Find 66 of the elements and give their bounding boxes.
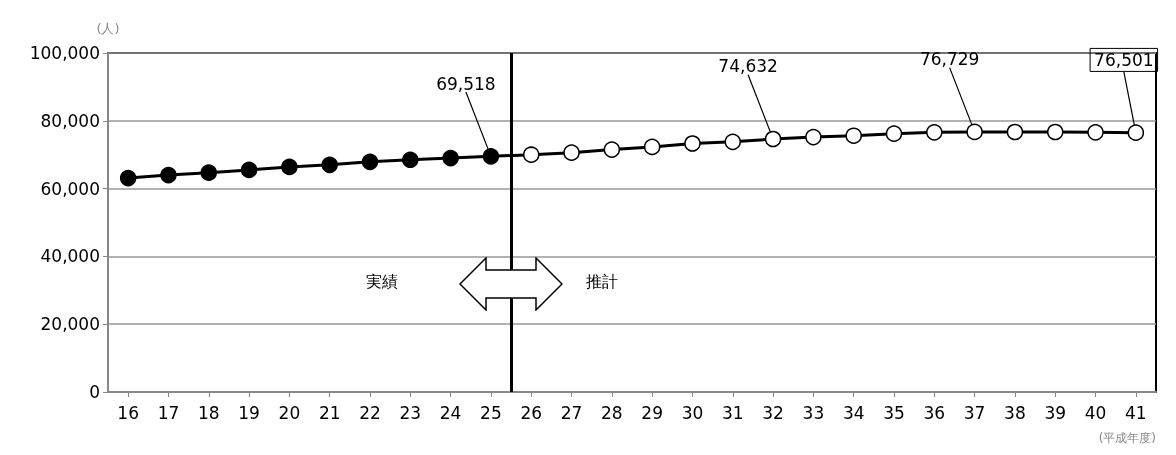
- y-tick-label: 40,000: [40, 246, 100, 267]
- point: [482, 148, 500, 165]
- point: [200, 164, 218, 181]
- point: [402, 151, 419, 169]
- x-tick-label: 29: [641, 402, 663, 423]
- y-tick-label: 0: [89, 382, 100, 402]
- data-label: 69,518: [436, 73, 496, 94]
- point: [119, 169, 137, 187]
- point: [240, 161, 258, 179]
- x-tick-label: 36: [923, 402, 946, 423]
- point: [321, 156, 338, 174]
- x-tick-label: 33: [802, 402, 825, 423]
- point: [643, 138, 661, 156]
- point: [160, 166, 177, 184]
- x-axis-title: (平成年度): [1098, 431, 1156, 445]
- point: [442, 149, 459, 167]
- x-tick-label: 28: [601, 402, 623, 423]
- point: [1087, 124, 1104, 141]
- x-tick-label: 17: [157, 402, 180, 423]
- y-tick-label: 60,000: [40, 178, 100, 199]
- x-tick-label: 16: [117, 402, 139, 423]
- point: [1006, 123, 1024, 141]
- x-tick-label: 31: [721, 402, 744, 423]
- y-tick-label: 20,000: [40, 314, 100, 335]
- x-tick-label: 20: [278, 402, 301, 423]
- data-label: 76,729: [919, 49, 980, 70]
- y-axis-title: (人): [96, 21, 120, 36]
- point: [281, 158, 298, 176]
- annotation: 実績: [366, 272, 399, 292]
- data-label: 74,632: [718, 56, 778, 77]
- x-tick-label: 41: [1125, 402, 1147, 423]
- point: [885, 125, 903, 142]
- point: [845, 127, 862, 144]
- point: [361, 153, 379, 171]
- x-tick-label: 32: [762, 402, 784, 423]
- x-tick-label: 18: [197, 402, 220, 423]
- x-tick-label: 21: [318, 402, 341, 423]
- x-tick-label: 30: [681, 402, 704, 423]
- y-tick-label: 80,000: [40, 110, 100, 131]
- x-tick-label: 38: [1004, 402, 1026, 423]
- data-label: 76,501: [1094, 49, 1154, 70]
- point: [603, 141, 621, 158]
- point: [1127, 124, 1145, 141]
- x-tick-label: 24: [439, 402, 462, 423]
- x-tick-label: 25: [480, 402, 502, 423]
- x-tick-label: 34: [842, 402, 865, 423]
- x-tick-label: 27: [560, 402, 583, 423]
- x-tick-label: 26: [520, 402, 543, 423]
- point: [764, 130, 782, 148]
- point: [1047, 123, 1064, 141]
- x-tick-label: 19: [238, 402, 260, 423]
- point: [684, 135, 701, 152]
- point: [966, 123, 983, 141]
- annotation: 推計: [586, 272, 619, 292]
- point: [926, 124, 943, 141]
- y-tick-label: 100,000: [29, 43, 100, 63]
- point: [805, 128, 822, 146]
- x-tick-label: 39: [1044, 402, 1067, 423]
- x-tick-label: 40: [1084, 402, 1107, 423]
- x-tick-label: 35: [883, 402, 905, 423]
- x-tick-label: 37: [963, 402, 986, 423]
- x-tick-label: 22: [359, 402, 381, 423]
- point: [563, 144, 580, 161]
- point: [523, 146, 540, 163]
- point: [724, 133, 742, 151]
- x-tick-label: 23: [399, 402, 422, 423]
